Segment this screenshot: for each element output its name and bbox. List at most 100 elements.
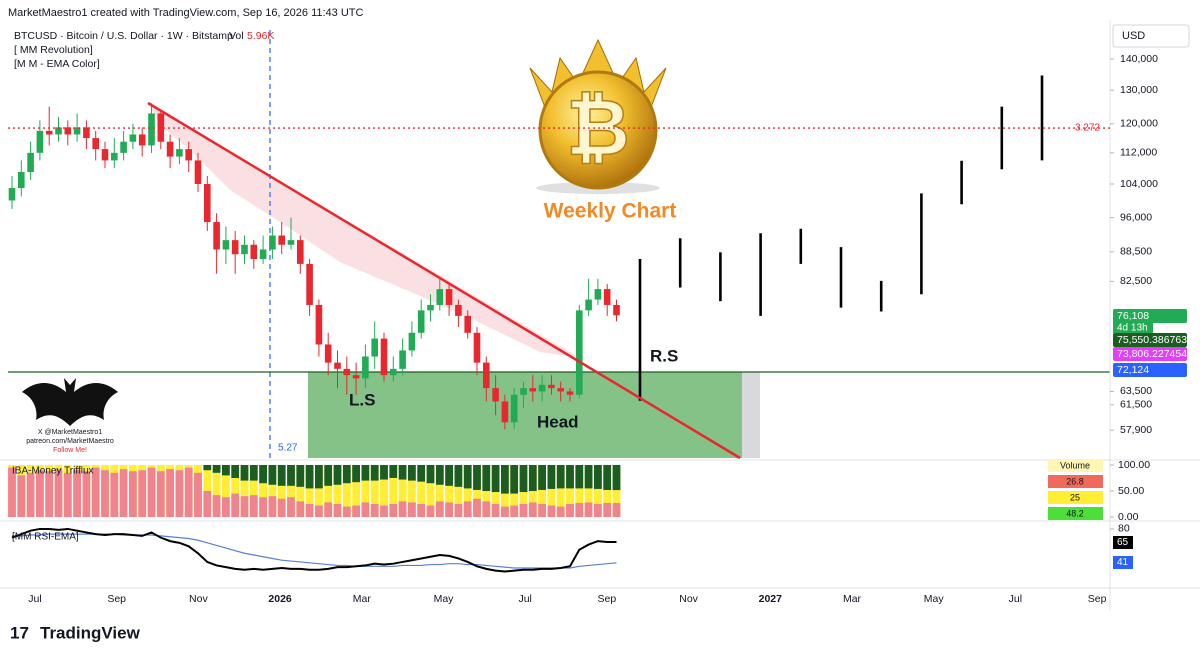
price-tag: [1113, 333, 1187, 347]
trifflux-red: [417, 504, 426, 517]
trifflux-base: [240, 465, 249, 517]
candle-body: [390, 368, 397, 376]
trifflux-base: [408, 465, 416, 517]
candle-body: [371, 338, 378, 357]
trifflux-green: [361, 465, 370, 481]
candle-body: [343, 368, 351, 376]
candle-body: [380, 338, 388, 376]
trifflux-base: [315, 465, 323, 517]
trifflux-base: [370, 465, 379, 517]
trifflux-green: [426, 465, 435, 484]
trifflux-green: [473, 465, 481, 490]
candle-body: [138, 134, 146, 146]
x-tick-label: Nov: [679, 593, 698, 605]
trifflux-base: [584, 465, 593, 517]
y-tick-label: 140,000: [1120, 53, 1158, 65]
trifflux-base: [556, 465, 565, 517]
trifflux-green: [296, 465, 305, 487]
candle-body: [157, 113, 165, 142]
trifflux-base: [603, 465, 612, 517]
trifflux-red: [129, 471, 137, 517]
readout-cell: [1048, 507, 1103, 520]
trifflux-base: [445, 465, 453, 517]
currency-label: USD: [1122, 30, 1145, 42]
trifflux-red: [45, 471, 54, 517]
trifflux-red: [315, 505, 323, 517]
trifflux-red: [156, 471, 165, 517]
trifflux-base: [575, 465, 584, 517]
price-tag-label: 76,108: [1117, 310, 1149, 322]
trifflux-green: [445, 465, 453, 486]
candle-body: [538, 384, 546, 392]
trifflux-green: [315, 465, 323, 489]
trifflux-red: [547, 505, 556, 517]
candle-body: [101, 149, 109, 161]
trifflux-red: [119, 469, 128, 517]
trifflux-red: [426, 505, 435, 517]
trifflux-base: [287, 465, 295, 517]
trifflux-red: [380, 505, 388, 517]
candle-body: [176, 149, 183, 157]
trifflux-red: [138, 470, 147, 517]
trifflux-green: [491, 465, 500, 493]
trifflux-red: [287, 497, 295, 517]
candle-body: [501, 401, 509, 423]
y-tick-label: 50.00: [1118, 485, 1144, 497]
candle-body: [148, 113, 155, 146]
header-title: MarketMaestro1 created with TradingView.…: [8, 7, 363, 19]
x-tick-label: May: [924, 593, 945, 605]
currency-box[interactable]: [1112, 24, 1190, 48]
y-tick-label: 80: [1118, 523, 1130, 535]
chart-label: Weekly Chart: [544, 200, 677, 223]
trend-line: [147, 101, 741, 460]
candle-body: [557, 388, 564, 392]
candle-body: [306, 263, 313, 305]
trifflux-red: [26, 472, 35, 517]
trifflux-base: [249, 465, 258, 517]
trifflux-red: [203, 491, 212, 517]
readout-value: 25: [1070, 492, 1080, 502]
y-tick-label: 63,500: [1120, 385, 1152, 397]
x-tick-label: Jul: [518, 593, 531, 605]
trifflux-green: [324, 465, 333, 486]
y-tick-label: 88,500: [1120, 246, 1152, 258]
trifflux-base: [305, 465, 314, 517]
trifflux-green: [408, 465, 416, 481]
logo-mark: 17: [10, 623, 29, 642]
x-tick-label: Jul: [28, 593, 41, 605]
trifflux-green: [249, 465, 258, 481]
trifflux-base: [426, 465, 435, 517]
candles: [8, 75, 1044, 430]
trifflux-red: [473, 498, 481, 517]
trifflux-green: [259, 465, 267, 484]
trifflux-base: [547, 465, 556, 517]
vol-value: 5.96K: [247, 30, 274, 42]
trifflux-red: [249, 495, 258, 517]
y-tick-label: 130,000: [1120, 84, 1158, 96]
trifflux-red: [147, 467, 156, 517]
candle-body: [111, 152, 118, 161]
trifflux-red: [435, 501, 444, 517]
trifflux-red: [8, 467, 16, 517]
countdown: 4d 13h: [1117, 323, 1148, 334]
trifflux-base: [594, 465, 602, 517]
countdown-tag: [1113, 322, 1153, 333]
trifflux-red: [612, 503, 621, 517]
trifflux-green: [463, 465, 472, 489]
trifflux-red: [538, 504, 546, 517]
trifflux-green: [519, 465, 528, 493]
trifflux-red: [454, 504, 463, 517]
price-tag: [1113, 363, 1187, 377]
trifflux-base: [612, 465, 621, 517]
trifflux-red: [277, 498, 286, 517]
trifflux-red: [296, 501, 305, 517]
candle-body: [566, 391, 574, 395]
trifflux-red: [259, 497, 267, 517]
x-tick-label: Sep: [1088, 593, 1107, 605]
annotation: L.S: [349, 390, 375, 409]
trifflux-red: [510, 505, 519, 517]
trifflux-red: [184, 467, 193, 517]
x-tick-label: Sep: [107, 593, 126, 605]
y-tick-label: 96,000: [1120, 211, 1152, 223]
trifflux-red: [528, 502, 537, 517]
